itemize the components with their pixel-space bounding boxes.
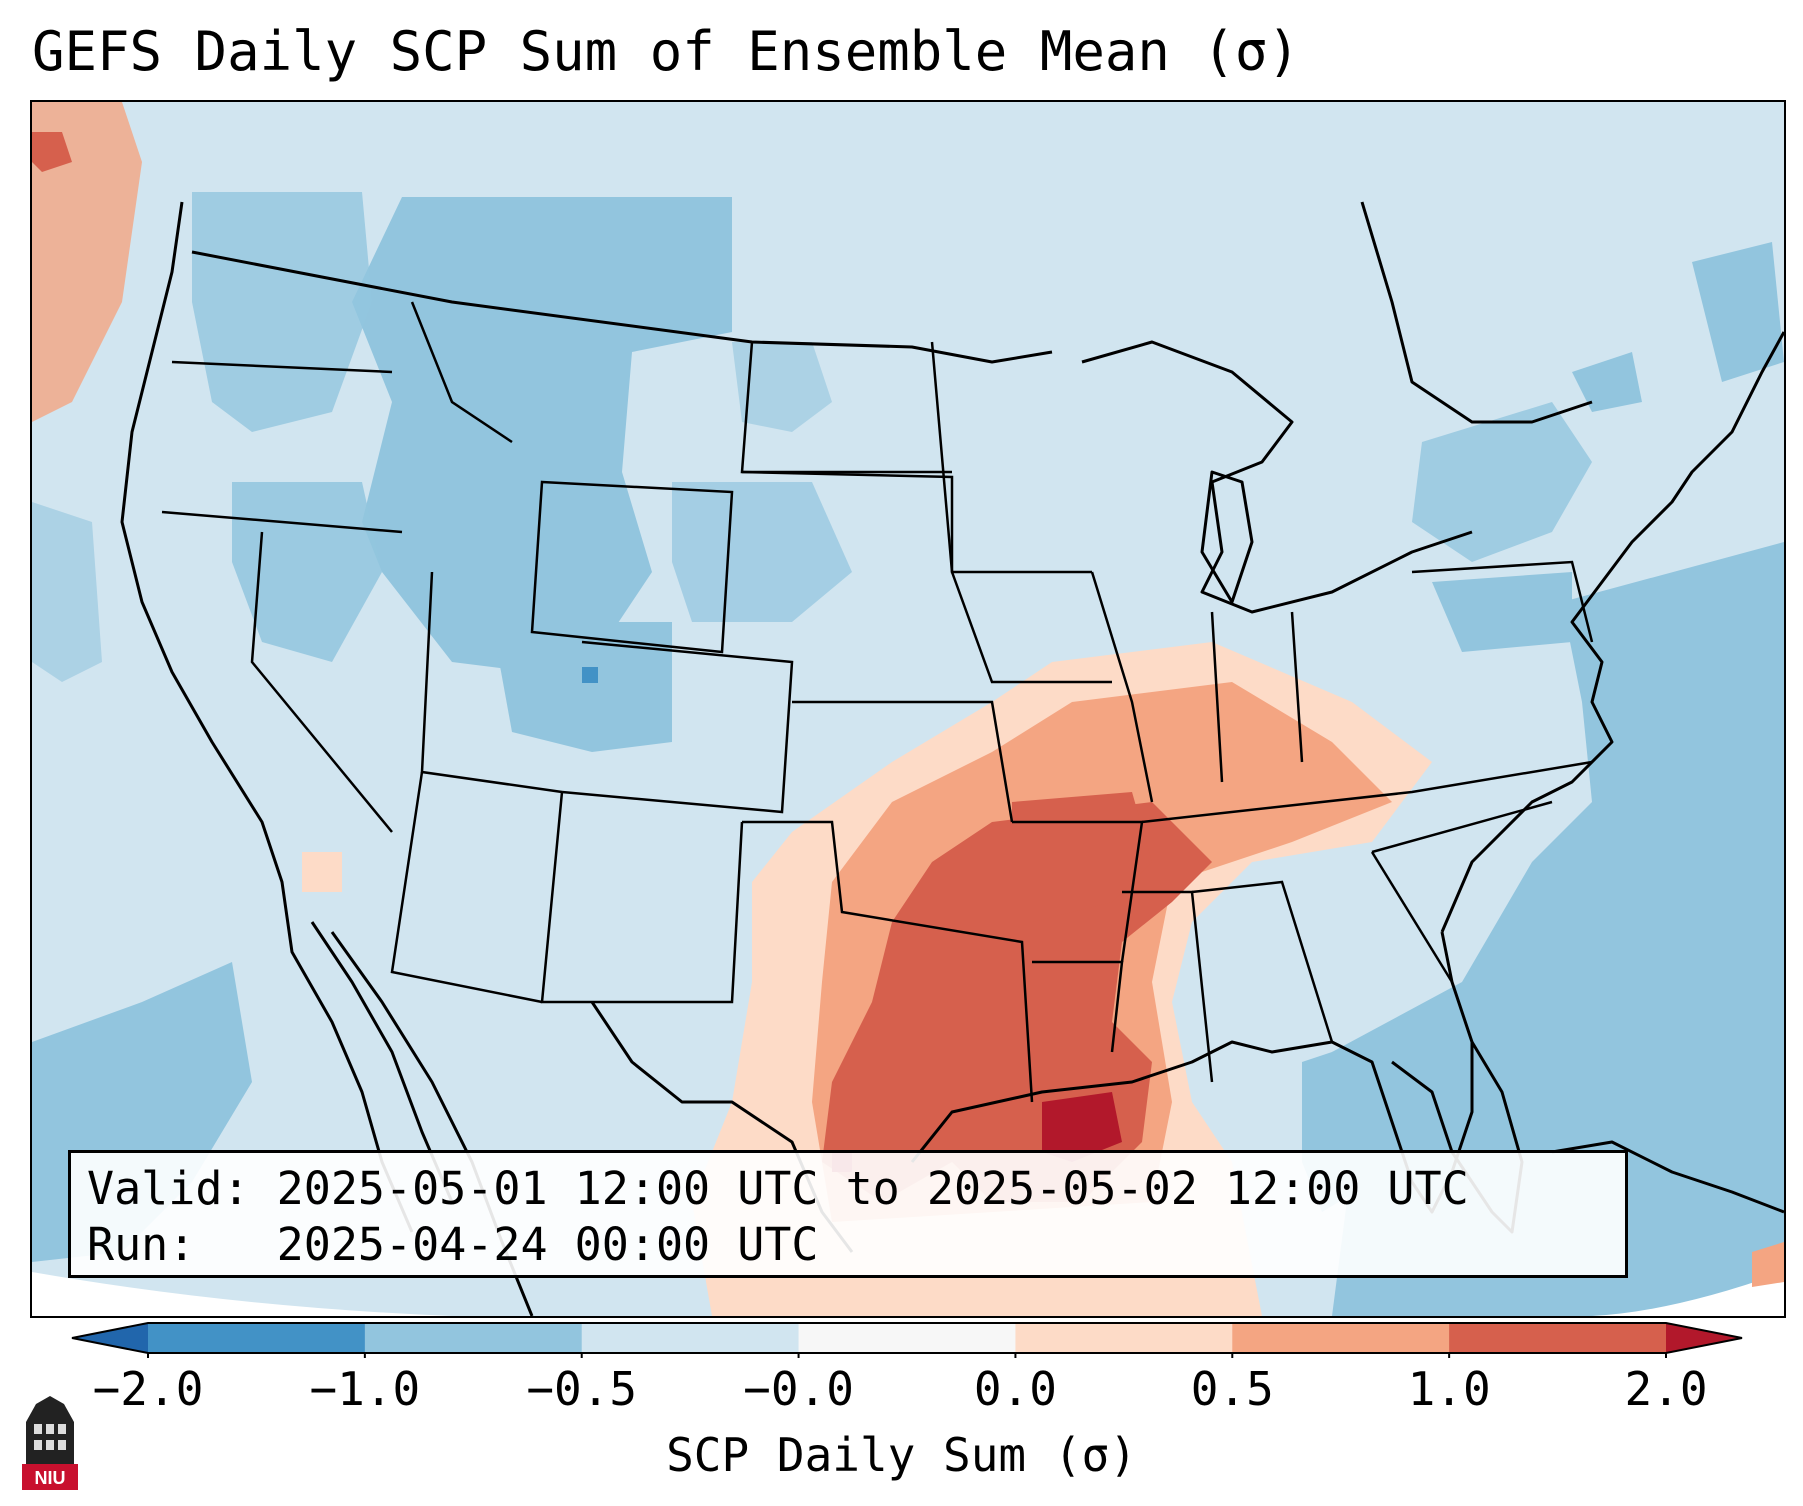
- northeast-blue: [1412, 402, 1592, 562]
- colorbar-tick-label: 1.0: [1407, 1362, 1491, 1416]
- border-sc-ga: [1370, 851, 1454, 983]
- colorado-dark-cell: [582, 667, 598, 683]
- canada-border: [191, 250, 1053, 364]
- niu-logo: NIU: [22, 1396, 78, 1490]
- state-borders: [161, 301, 1594, 1103]
- colorbar-tick-label: 0.5: [1190, 1362, 1274, 1416]
- red-core: [822, 802, 1212, 1202]
- pennsylvania-blue: [1432, 572, 1572, 652]
- colorbar-segment: [148, 1323, 366, 1353]
- great-lakes-outline: [1081, 340, 1473, 614]
- map-panel: [30, 100, 1786, 1318]
- border-ia-mo: [950, 571, 1112, 684]
- red-arkansas: [1012, 792, 1152, 922]
- colorbar-tick-label: −0.0: [743, 1362, 854, 1416]
- colorbar-tick-label: −0.5: [526, 1362, 638, 1416]
- pacific-northwest-blue: [192, 192, 372, 432]
- border-ok-tx: [742, 820, 1034, 1103]
- hudson-bay-edge: [1360, 201, 1593, 424]
- border-tn-ky: [1141, 760, 1593, 824]
- colorbar-segment: [798, 1323, 1016, 1353]
- colorbar-tick-label: 2.0: [1624, 1362, 1708, 1416]
- border-in-oh: [1210, 611, 1304, 783]
- border-al-ga: [1191, 880, 1334, 1043]
- colorado-blue: [492, 622, 672, 752]
- caribbean-warm: [1752, 1242, 1784, 1287]
- map-canvas: [32, 102, 1784, 1316]
- central-plains-blue: [672, 482, 852, 622]
- west-coast-blue: [32, 502, 102, 682]
- east-coastline: [1440, 331, 1784, 933]
- border-co: [561, 640, 794, 814]
- west-coastline: [120, 201, 414, 1233]
- nebraska-blue: [732, 342, 832, 432]
- border-nm: [540, 791, 744, 1004]
- dark-red-cell-texas: [1042, 1092, 1122, 1162]
- colorbar: [71, 1322, 1743, 1358]
- negative-anomaly-areas: [32, 192, 1784, 1316]
- border-nd-sd: [741, 470, 954, 572]
- projection-edge-right: [1592, 1272, 1784, 1316]
- colorbar-segment: [1232, 1323, 1450, 1353]
- logo-text: NIU: [35, 1468, 66, 1488]
- colorbar-under-extension: [72, 1323, 148, 1353]
- border-nv-ca: [250, 531, 393, 833]
- validity-info-box: Valid: 2025-05-01 12:00 UTC to 2025-05-0…: [68, 1150, 1628, 1278]
- border-wa-or: [171, 360, 393, 374]
- border-az: [390, 771, 543, 1004]
- colorbar-segment: [364, 1323, 583, 1353]
- border-va-nc: [1371, 800, 1553, 854]
- valid-time-text: Valid: 2025-05-01 12:00 UTC to 2025-05-0…: [87, 1162, 1469, 1215]
- colorbar-tick-label: 0.0: [973, 1362, 1057, 1416]
- border-ne-ks: [792, 700, 1014, 823]
- colorbar-segment: [1015, 1323, 1233, 1353]
- northwest-dark: [32, 132, 72, 172]
- northern-rockies-blue: [352, 197, 732, 672]
- northwest-warm: [32, 102, 142, 422]
- colorbar-over-extension: [1666, 1323, 1742, 1353]
- chart-title: GEFS Daily SCP Sum of Ensemble Mean (σ): [32, 20, 1300, 83]
- colorbar-tick-label: −2.0: [92, 1362, 204, 1416]
- atlantic-blue: [1332, 542, 1784, 1316]
- border-ar-la-ms: [1032, 960, 1124, 1053]
- colorbar-label: SCP Daily Sum (σ): [666, 1428, 1137, 1482]
- border-id-mt: [410, 301, 513, 444]
- nevada-warm: [302, 852, 342, 892]
- gulf-coastline: [910, 931, 1474, 1214]
- colorbar-tick-label: −1.0: [309, 1362, 421, 1416]
- quebec-blue: [1692, 242, 1784, 382]
- border-wi-il: [1090, 571, 1154, 803]
- projection-edge-left: [32, 1272, 452, 1316]
- lake-michigan: [1200, 470, 1254, 604]
- border-or-ca-nv: [161, 510, 403, 534]
- border-wy: [530, 480, 734, 654]
- cuba: [1551, 1140, 1784, 1214]
- colorbar-segment: [1449, 1323, 1667, 1353]
- run-time-text: Run: 2025-04-24 00:00 UTC: [87, 1218, 819, 1271]
- colorbar-segment: [581, 1323, 800, 1353]
- maritime-blue: [1572, 352, 1642, 412]
- border-ny-pa: [1411, 560, 1594, 643]
